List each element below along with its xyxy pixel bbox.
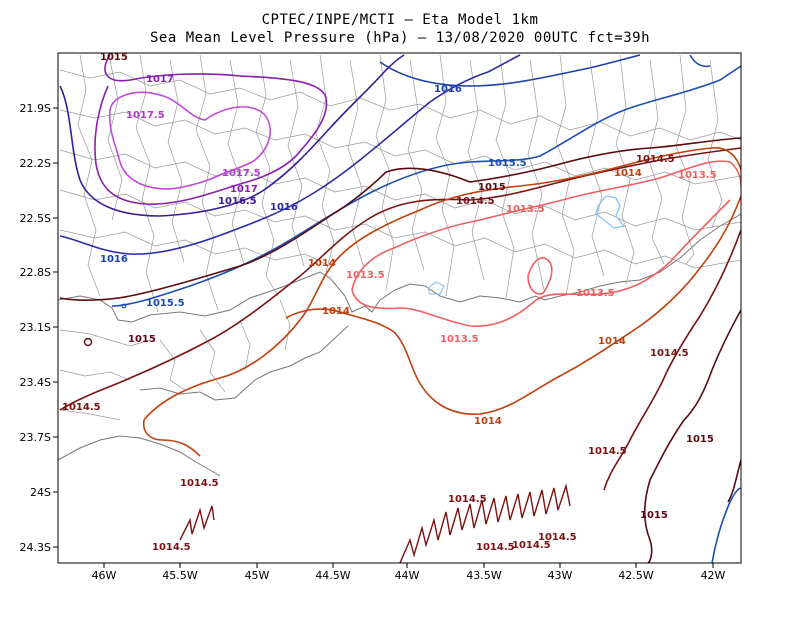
- x-tick-label: 43.5W: [466, 569, 501, 582]
- contour-1015: [643, 309, 741, 563]
- y-tick-label: 22.2S: [20, 157, 51, 170]
- marker: [121, 303, 127, 309]
- y-tick-label: 22.8S: [20, 266, 51, 279]
- contour-label: 1017.5: [126, 110, 165, 121]
- contour-label: 1013.5: [440, 334, 479, 345]
- coastline: [58, 435, 221, 477]
- contour-1014.5-wavy: [399, 483, 571, 563]
- contour-1017.5: [108, 91, 272, 190]
- contour-labels: 1017 1017.5 1017.5 1017 1016.5 1016 1016…: [62, 52, 717, 553]
- contour-label: 1014: [308, 258, 336, 269]
- y-tick-label: 24S: [30, 486, 51, 499]
- x-tick-label: 42W: [701, 569, 726, 582]
- x-tick-label: 43W: [548, 569, 573, 582]
- x-axis-ticks: [103, 563, 714, 568]
- contour-label: 1013.5: [678, 170, 717, 181]
- contour-label: 1017: [146, 74, 174, 85]
- y-tick-label: 23.4S: [20, 376, 51, 389]
- contour-1014: [143, 147, 741, 421]
- coastline: [58, 213, 741, 323]
- contour-label: 1015: [128, 334, 156, 345]
- contour-label: 1014: [474, 416, 502, 427]
- contour-1013.5: [527, 257, 553, 295]
- lagoon: [427, 281, 445, 295]
- contour-1014: [285, 195, 741, 415]
- contour-label: 1014: [614, 168, 642, 179]
- x-axis-labels: 46W 45.5W 45W 44.5W 44W 43.5W 43W 42.5W …: [92, 569, 726, 582]
- x-tick-label: 42.5W: [618, 569, 653, 582]
- contour-label: 1015: [640, 510, 668, 521]
- x-tick-label: 46W: [92, 569, 117, 582]
- contour-1014.5: [59, 147, 741, 411]
- contour-label: 1015: [100, 52, 128, 63]
- map-layers: [58, 54, 741, 563]
- contour-1014.5-wavy: [179, 505, 215, 541]
- contour-label: 1015.5: [488, 158, 527, 169]
- contour-1015.5: [689, 54, 711, 68]
- contour-1015: [727, 459, 741, 503]
- y-tick-label: 21.9S: [20, 102, 51, 115]
- contour-label: 1017.5: [222, 168, 261, 179]
- contour-label: 1013.5: [576, 288, 615, 299]
- x-tick-label: 45W: [245, 569, 270, 582]
- contour-1016: [379, 54, 641, 87]
- contour-1013.5: [351, 160, 741, 291]
- y-tick-label: 24.3S: [20, 541, 51, 554]
- contour-label: 1014.5: [538, 532, 577, 543]
- contour-label: 1014.5: [512, 540, 551, 551]
- x-tick-label: 44.5W: [315, 569, 350, 582]
- plot-frame: [57, 52, 742, 564]
- contour-1014.5: [603, 229, 741, 491]
- contour-label: 1014.5: [456, 196, 495, 207]
- x-tick-label: 44W: [395, 569, 420, 582]
- contour-1015: [59, 137, 741, 301]
- contour-label: 1016: [270, 202, 298, 213]
- contour-label: 1014.5: [448, 494, 487, 505]
- y-tick-label: 23.1S: [20, 321, 51, 334]
- contour-label: 1015.5: [146, 298, 185, 309]
- contour-label: 1014: [598, 336, 626, 347]
- contour-label: 1014: [322, 306, 350, 317]
- contour-label: 1014.5: [62, 402, 101, 413]
- chart-subtitle: Sea Mean Level Pressure (hPa) – 13/08/20…: [149, 30, 650, 46]
- contour-label: 1015: [478, 182, 506, 193]
- y-axis-ticks: [53, 107, 58, 548]
- contour-label: 1014.5: [476, 542, 515, 553]
- contour-label: 1013.5: [506, 204, 545, 215]
- contour-1016: [59, 54, 521, 255]
- contour-label: 1017: [230, 184, 258, 195]
- contour-1014: [142, 419, 201, 457]
- contour-label: 1014.5: [152, 542, 191, 553]
- contour-label: 1016: [434, 84, 462, 95]
- chart-title: CPTEC/INPE/MCTI – Eta Model 1km: [261, 12, 539, 28]
- y-axis-labels: 21.9S 22.2S 22.5S 22.8S 23.1S 23.4S 23.7…: [20, 102, 51, 554]
- contour-1016.5: [59, 54, 405, 217]
- coastline: [139, 325, 349, 401]
- contour-label: 1014.5: [180, 478, 219, 489]
- lagoon: [595, 195, 626, 229]
- contour-label: 1016.5: [218, 196, 257, 207]
- contour-label: 1014.5: [650, 348, 689, 359]
- contour-1015.5: [111, 65, 741, 307]
- contour-1013.5: [351, 199, 731, 327]
- contour-label: 1016: [100, 254, 128, 265]
- marker: [83, 337, 93, 347]
- y-tick-label: 23.7S: [20, 431, 51, 444]
- contour-1016: [711, 487, 741, 563]
- contour-label: 1014.5: [588, 446, 627, 457]
- y-tick-label: 22.5S: [20, 212, 51, 225]
- contour-1017: [94, 54, 328, 205]
- x-tick-label: 45.5W: [162, 569, 197, 582]
- contour-label: 1013.5: [346, 270, 385, 281]
- contour-label: 1014.5: [636, 154, 675, 165]
- contour-label: 1015: [686, 434, 714, 445]
